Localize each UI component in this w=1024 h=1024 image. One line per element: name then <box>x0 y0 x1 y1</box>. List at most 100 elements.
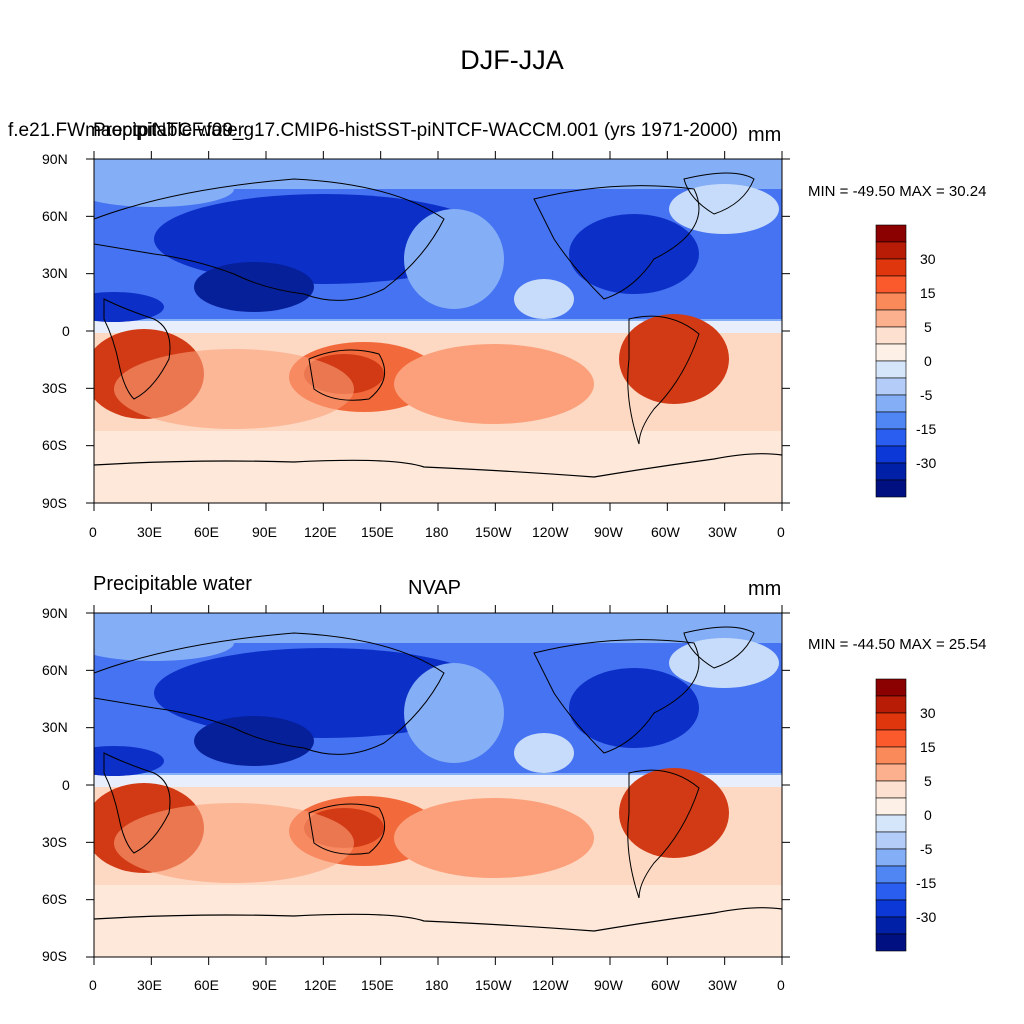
field-blob <box>619 314 729 404</box>
colorbar-swatch <box>875 695 907 714</box>
lon-label-p1-150e: 150E <box>361 524 394 540</box>
lon-label-p2-60e: 60E <box>194 977 219 993</box>
colorbar-swatch <box>875 797 907 816</box>
lon-label-p1-150w: 150W <box>475 524 512 540</box>
map-field-2 <box>94 613 782 957</box>
cbar2-label-30: 30 <box>920 705 936 721</box>
colorbar-swatch <box>875 360 907 379</box>
colorbar-swatch <box>875 224 907 243</box>
field-blob <box>94 625 234 661</box>
colorbar-swatch <box>875 729 907 748</box>
lon-label-p1-90w: 90W <box>594 524 623 540</box>
lon-label-p1-120e: 120E <box>304 524 337 540</box>
lat-label-p1-0: 0 <box>62 323 70 339</box>
coastline <box>308 803 386 855</box>
colorbar-swatch <box>875 712 907 731</box>
cbar1-label-30: 30 <box>920 251 936 267</box>
field-blob <box>94 171 234 207</box>
lon-label-p2-60w: 60W <box>651 977 680 993</box>
colorbar-swatch <box>875 292 907 311</box>
lon-label-p1-180: 180 <box>425 524 449 540</box>
panel2-units: mm <box>748 578 782 600</box>
colorbar-swatch <box>875 899 907 918</box>
lon-label-p2-180: 180 <box>425 977 449 993</box>
field-blob <box>569 214 699 294</box>
lat-label-p2-60s: 60S <box>42 891 67 907</box>
lat-label-p1-30s: 30S <box>42 380 67 396</box>
cbar1-label-m30: -30 <box>916 455 937 471</box>
lon-label-p2-120e: 120E <box>304 977 337 993</box>
field-blob <box>404 663 504 763</box>
lon-label-p1-30w: 30W <box>708 524 737 540</box>
colorbar-swatch <box>875 343 907 362</box>
colorbar-swatch <box>875 479 907 498</box>
cbar2-label-5: 5 <box>924 773 932 789</box>
field-blob <box>619 768 729 858</box>
panel2-left-string: Precipitable water <box>93 573 252 595</box>
coastline <box>103 298 171 400</box>
field-band <box>94 321 782 333</box>
colorbar-swatch <box>875 882 907 901</box>
field-blob <box>669 184 779 234</box>
colorbar-swatch <box>875 865 907 884</box>
lon-label-p2-150w: 150W <box>475 977 512 993</box>
map-panel-2 <box>86 605 790 965</box>
field-blob <box>94 746 164 776</box>
colorbar-swatch <box>875 394 907 413</box>
cbar1-label-0: 0 <box>924 353 932 369</box>
colorbar-swatch <box>875 377 907 396</box>
lat-label-p1-90n: 90N <box>42 151 68 167</box>
lon-label-p1-0: 0 <box>89 524 97 540</box>
colorbar-swatch <box>875 326 907 345</box>
coast-antarctica <box>94 907 782 932</box>
panel2-center-string: NVAP <box>408 577 461 599</box>
colorbar-swatch <box>875 445 907 464</box>
lat-label-p2-30n: 30N <box>42 719 68 735</box>
colorbar-swatch <box>875 780 907 799</box>
coastline <box>94 632 445 755</box>
colorbar-swatch <box>875 831 907 850</box>
colorbar-swatch <box>875 258 907 277</box>
lon-label-p2-0: 0 <box>89 977 97 993</box>
field-blob <box>394 798 594 878</box>
colorbar-swatch <box>875 763 907 782</box>
field-blob <box>569 668 699 748</box>
field-blob <box>114 349 354 429</box>
map-panel-1 <box>86 151 790 511</box>
coastline <box>683 172 755 215</box>
cbar1-label-15: 15 <box>920 285 936 301</box>
colorbar-swatch <box>875 275 907 294</box>
lat-label-p2-0: 0 <box>62 777 70 793</box>
coastline <box>308 349 386 401</box>
lat-label-p1-60s: 60S <box>42 437 67 453</box>
colorbar-swatch <box>875 241 907 260</box>
field-band <box>94 775 782 787</box>
colorbar-2 <box>875 678 907 952</box>
panel1-left-string: Precipitable water <box>93 120 245 141</box>
coast-antarctica <box>94 453 782 478</box>
field-blob <box>514 733 574 773</box>
figure-title: DJF-JJA <box>460 45 564 75</box>
lon-label-p2-0e: 0 <box>777 977 785 993</box>
lon-label-p2-30e: 30E <box>137 977 162 993</box>
lon-label-p2-150e: 150E <box>361 977 394 993</box>
coastline <box>627 315 700 445</box>
colorbar-swatch <box>875 916 907 935</box>
colorbar-swatch <box>875 309 907 328</box>
field-blob <box>114 803 354 883</box>
colorbar-1 <box>875 224 907 498</box>
field-band <box>94 885 782 957</box>
cbar2-label-m15: -15 <box>916 875 937 891</box>
field-blob <box>514 279 574 319</box>
cbar1-label-5: 5 <box>924 319 932 335</box>
lat-label-p2-90s: 90S <box>42 948 67 964</box>
colorbar-swatch <box>875 678 907 697</box>
cbar2-label-0: 0 <box>924 807 932 823</box>
panel1-min-max: MIN = -49.50 MAX = 30.24 <box>808 183 987 200</box>
cbar1-label-m15: -15 <box>916 421 937 437</box>
field-blob <box>194 716 314 766</box>
lat-label-p1-90s: 90S <box>42 495 67 511</box>
colorbar-swatch <box>875 746 907 765</box>
cbar1-label-m5: -5 <box>920 387 933 403</box>
